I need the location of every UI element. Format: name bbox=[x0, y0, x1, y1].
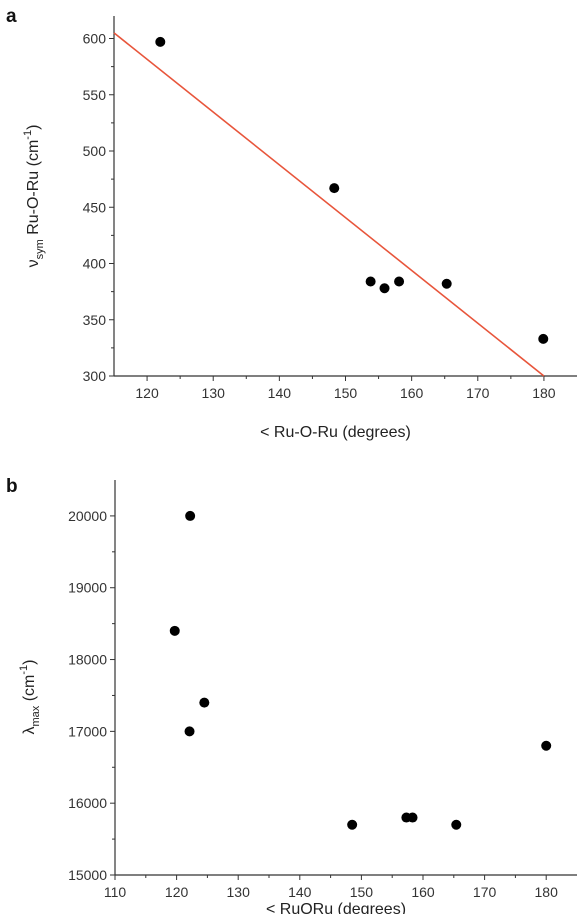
y-tick-label: 20000 bbox=[68, 508, 107, 524]
chart-panel-b: b 110 120 130 140 150 160 170 180 15000 16000 17000… bbox=[0, 457, 578, 914]
data-point-b-0 bbox=[185, 510, 196, 521]
y-axis-label: λmax (cm-1) bbox=[18, 660, 42, 735]
data-point-a-5 bbox=[441, 278, 452, 289]
scatter-chart-a: a 120 130 140 150 160 170 180 300 350 400 450 500 550… bbox=[6, 6, 577, 441]
panel-letter-b: b bbox=[6, 476, 18, 497]
y-tick-label: 450 bbox=[83, 199, 107, 215]
y-tick-label: 300 bbox=[83, 368, 107, 384]
y-tick-label: 19000 bbox=[68, 580, 107, 596]
x-tick-label: 150 bbox=[350, 884, 374, 900]
x-tick-label: 140 bbox=[268, 385, 292, 401]
x-axis-label: < Ru-O-Ru (degrees) bbox=[260, 424, 411, 441]
x-axis-label: < RuORu (degrees) bbox=[266, 901, 406, 914]
x-tick-label: 140 bbox=[288, 884, 312, 900]
y-tick-label: 400 bbox=[83, 256, 107, 272]
scatter-chart-b: b 110 120 130 140 150 160 170 180 15000 16000 17000… bbox=[6, 476, 577, 914]
x-tick-label: 130 bbox=[227, 884, 251, 900]
x-tick-label: 160 bbox=[411, 884, 435, 900]
data-point-b-2 bbox=[199, 697, 210, 708]
y-tick-label: 500 bbox=[83, 143, 107, 159]
x-tick-label: 170 bbox=[473, 884, 497, 900]
data-point-b-8 bbox=[541, 740, 552, 751]
fit-line bbox=[113, 32, 545, 377]
data-point-b-1 bbox=[169, 625, 180, 636]
x-tick-label: 120 bbox=[165, 884, 189, 900]
chart-panel-a: a 120 130 140 150 160 170 180 300 350 400 450 500 550… bbox=[6, 6, 577, 441]
data-point-b-7 bbox=[451, 819, 462, 830]
y-tick-label: 18000 bbox=[68, 652, 107, 668]
y-tick-label: 15000 bbox=[68, 867, 107, 883]
data-point-a-6 bbox=[538, 333, 549, 344]
y-tick-label: 550 bbox=[83, 87, 107, 103]
x-tick-label: 150 bbox=[334, 385, 358, 401]
data-point-a-2 bbox=[365, 276, 376, 287]
y-axis-label: νsym Ru-O-Ru (cm-1) bbox=[22, 125, 46, 268]
data-point-b-3 bbox=[184, 726, 195, 737]
data-point-b-6 bbox=[407, 812, 418, 823]
x-tick-label: 120 bbox=[135, 385, 159, 401]
x-tick-label: 160 bbox=[400, 385, 424, 401]
y-tick-label: 17000 bbox=[68, 723, 107, 739]
data-point-a-4 bbox=[394, 276, 405, 287]
panel-letter-a: a bbox=[6, 6, 17, 27]
x-tick-label: 170 bbox=[466, 385, 490, 401]
data-point-b-4 bbox=[347, 819, 358, 830]
x-tick-label: 130 bbox=[202, 385, 226, 401]
y-tick-label: 600 bbox=[83, 31, 107, 47]
data-point-a-3 bbox=[379, 283, 390, 294]
x-tick-label: 110 bbox=[104, 884, 127, 900]
x-tick-label: 180 bbox=[535, 884, 559, 900]
y-tick-label: 16000 bbox=[68, 795, 107, 811]
data-point-a-0 bbox=[155, 36, 166, 47]
y-tick-label: 350 bbox=[83, 312, 107, 328]
x-tick-label: 180 bbox=[532, 385, 556, 401]
data-point-a-1 bbox=[329, 183, 340, 194]
